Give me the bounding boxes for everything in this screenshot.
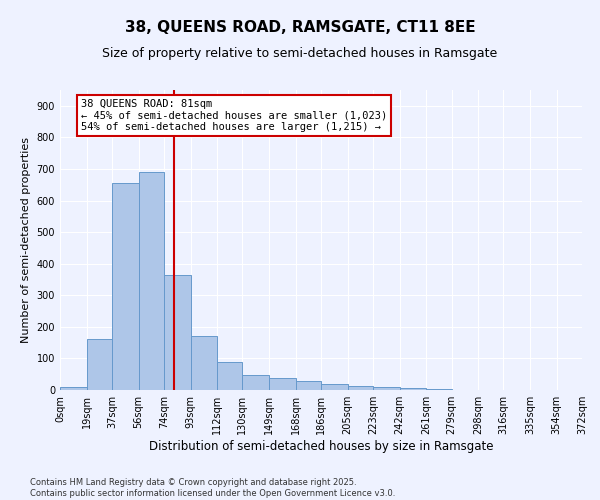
Y-axis label: Number of semi-detached properties: Number of semi-detached properties [21,137,31,343]
Bar [242,375,269,390]
Bar [60,388,86,390]
Text: Contains HM Land Registry data © Crown copyright and database right 2025.
Contai: Contains HM Land Registry data © Crown c… [30,478,395,498]
Bar [139,172,164,390]
Bar [347,386,373,390]
X-axis label: Distribution of semi-detached houses by size in Ramsgate: Distribution of semi-detached houses by … [149,440,493,453]
Bar [400,388,426,390]
Bar [321,384,347,390]
Bar [86,340,112,390]
Bar [426,389,452,390]
Bar [373,387,400,390]
Text: 38, QUEENS ROAD, RAMSGATE, CT11 8EE: 38, QUEENS ROAD, RAMSGATE, CT11 8EE [125,20,475,35]
Bar [269,378,296,390]
Bar [191,336,217,390]
Text: 38 QUEENS ROAD: 81sqm
← 45% of semi-detached houses are smaller (1,023)
54% of s: 38 QUEENS ROAD: 81sqm ← 45% of semi-deta… [81,99,387,132]
Text: Size of property relative to semi-detached houses in Ramsgate: Size of property relative to semi-detach… [103,48,497,60]
Bar [217,362,242,390]
Bar [164,274,191,390]
Bar [296,380,321,390]
Bar [112,183,139,390]
